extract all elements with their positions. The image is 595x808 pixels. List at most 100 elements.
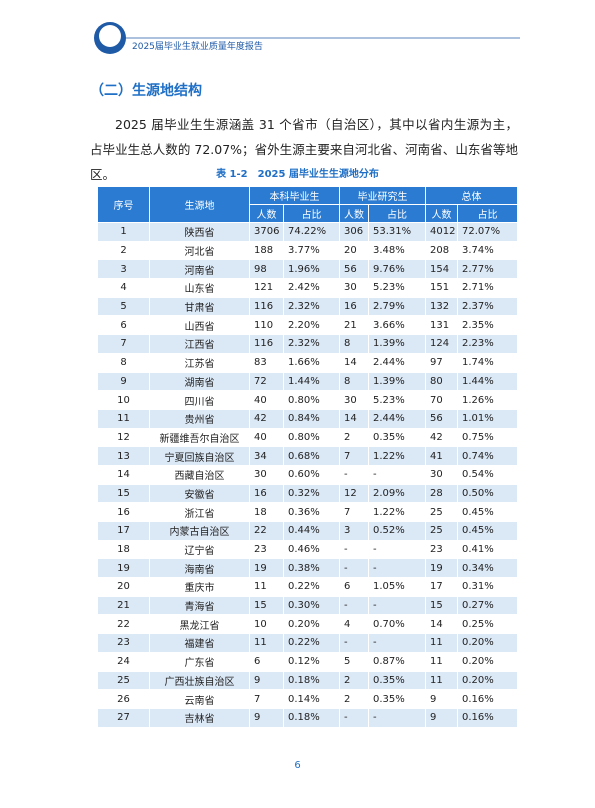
header-cell: 总体 <box>425 186 518 205</box>
table-cell: 0.25% <box>457 614 518 635</box>
table-cell: 7 <box>97 334 150 354</box>
table-cell: 16 <box>97 502 150 522</box>
table-cell: 1.44% <box>457 371 518 392</box>
table-cell: 浙江省 <box>149 502 250 522</box>
table-cell: - <box>339 595 369 616</box>
table-cell: 3.77% <box>283 240 340 261</box>
table-cell: 30 <box>339 390 369 410</box>
header-cell: 毕业研究生 <box>339 186 426 205</box>
table-cell: 11 <box>249 577 284 597</box>
table-cell: 116 <box>249 334 284 354</box>
table-cell: 14 <box>339 408 369 429</box>
table-cell: 0.22% <box>283 577 340 597</box>
table-cell: 98 <box>249 259 284 280</box>
table-row: 9 湖南省 72 1.44% 8 1.39% 80 1.44% <box>97 371 518 392</box>
table-cell: 23 <box>97 633 150 653</box>
table-cell: 0.12% <box>283 651 340 672</box>
table-cell: 7 <box>339 502 369 522</box>
table-cell: 0.50% <box>457 483 518 504</box>
table-row: 16 浙江省 18 0.36% 7 1.22% 25 0.45% <box>97 502 518 522</box>
table-cell: - <box>368 633 426 653</box>
table-row: 8 江苏省 83 1.66% 14 2.44% 97 1.74% <box>97 352 518 373</box>
table-cell: 56 <box>425 408 458 429</box>
table-cell: 云南省 <box>149 689 250 709</box>
table-cell: 0.74% <box>457 446 518 466</box>
table-cell: 15 <box>97 483 150 504</box>
table-cell: 1.74% <box>457 352 518 373</box>
table-cell: 2 <box>339 689 369 709</box>
table-cell: 15 <box>425 595 458 616</box>
table-cell: 0.84% <box>283 408 340 429</box>
table-cell: 0.32% <box>283 483 340 504</box>
table-cell: 5 <box>339 651 369 672</box>
table-cell: 42 <box>425 427 458 448</box>
table-cell: 0.87% <box>368 651 426 672</box>
table-cell: 27 <box>97 707 150 728</box>
table-cell: 0.44% <box>283 521 340 541</box>
table-row: 1 陕西省 3706 74.22% 306 53.31% 4012 72.07% <box>97 222 518 242</box>
table-cell: 0.31% <box>457 577 518 597</box>
table-cell: 5 <box>97 296 150 317</box>
table-cell: 11 <box>97 408 150 429</box>
table-cell: 3 <box>97 259 150 280</box>
table-cell: 20 <box>97 577 150 597</box>
table-cell: 0.54% <box>457 464 518 485</box>
table-cell: 1.01% <box>457 408 518 429</box>
table-cell: 121 <box>249 278 284 298</box>
table-cell: 1.44% <box>283 371 340 392</box>
table-cell: 1.22% <box>368 502 426 522</box>
table-cell: 10 <box>97 390 150 410</box>
table-cell: 宁夏回族自治区 <box>149 446 250 466</box>
table-cell: 2.79% <box>368 296 426 317</box>
table-cell: 2.42% <box>283 278 340 298</box>
table-cell: 0.20% <box>457 633 518 653</box>
table-row: 12 新疆维吾尔自治区 40 0.80% 2 0.35% 42 0.75% <box>97 427 518 448</box>
table-cell: 江西省 <box>149 334 250 354</box>
table-cell: 4 <box>97 278 150 298</box>
table-cell: 0.52% <box>368 521 426 541</box>
table-cell: 2.23% <box>457 334 518 354</box>
header-cell: 人数 <box>249 204 284 223</box>
table-cell: 26 <box>97 689 150 709</box>
table-cell: 11 <box>425 651 458 672</box>
table-cell: 22 <box>97 614 150 635</box>
table-cell: 30 <box>249 464 284 485</box>
table-cell: 广东省 <box>149 651 250 672</box>
table-cell: 11 <box>425 670 458 691</box>
table-cell: 16 <box>249 483 284 504</box>
table-row: 11 贵州省 42 0.84% 14 2.44% 56 1.01% <box>97 408 518 429</box>
table-cell: - <box>368 707 426 728</box>
table-cell: 0.38% <box>283 558 340 579</box>
table-cell: 30 <box>425 464 458 485</box>
table-row: 15 安徽省 16 0.32% 12 2.09% 28 0.50% <box>97 483 518 504</box>
table-cell: 四川省 <box>149 390 250 410</box>
table-cell: 8 <box>339 371 369 392</box>
table-cell: - <box>339 558 369 579</box>
table-cell: 山西省 <box>149 315 250 336</box>
table-cell: 2 <box>339 427 369 448</box>
table-cell: 0.16% <box>457 689 518 709</box>
table-cell: 0.35% <box>368 670 426 691</box>
table-row: 20 重庆市 11 0.22% 6 1.05% 17 0.31% <box>97 577 518 597</box>
table-row: 24 广东省 6 0.12% 5 0.87% 11 0.20% <box>97 651 518 672</box>
table-row: 6 山西省 110 2.20% 21 3.66% 131 2.35% <box>97 315 518 336</box>
table-cell: 110 <box>249 315 284 336</box>
table-cell: 3.66% <box>368 315 426 336</box>
table-cell: 3.48% <box>368 240 426 261</box>
table-cell: 208 <box>425 240 458 261</box>
table-cell: 83 <box>249 352 284 373</box>
table-cell: 116 <box>249 296 284 317</box>
table-cell: 80 <box>425 371 458 392</box>
table-cell: 甘肃省 <box>149 296 250 317</box>
table-cell: 1.39% <box>368 334 426 354</box>
table-cell: 0.70% <box>368 614 426 635</box>
table-cell: 14 <box>425 614 458 635</box>
table-cell: 内蒙古自治区 <box>149 521 250 541</box>
table-cell: 江苏省 <box>149 352 250 373</box>
table-row: 4 山东省 121 2.42% 30 5.23% 151 2.71% <box>97 278 518 298</box>
table-caption: 表 1-2 2025 届毕业生生源地分布 <box>216 169 379 180</box>
table-cell: 西藏自治区 <box>149 464 250 485</box>
table-cell: 5.23% <box>368 390 426 410</box>
table-cell: 21 <box>339 315 369 336</box>
table-cell: 2.37% <box>457 296 518 317</box>
